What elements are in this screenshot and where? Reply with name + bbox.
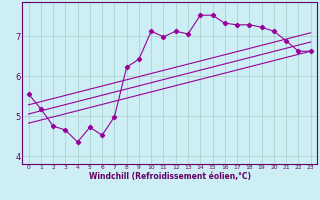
X-axis label: Windchill (Refroidissement éolien,°C): Windchill (Refroidissement éolien,°C) bbox=[89, 172, 251, 181]
